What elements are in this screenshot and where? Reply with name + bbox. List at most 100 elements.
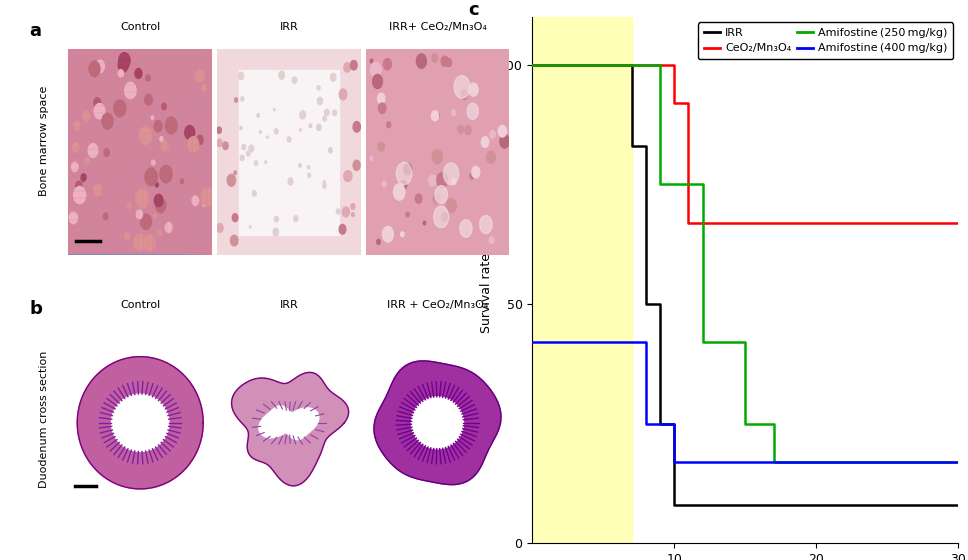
Circle shape <box>288 178 293 185</box>
Circle shape <box>253 190 257 196</box>
Circle shape <box>330 73 336 81</box>
Circle shape <box>423 221 426 225</box>
Circle shape <box>223 142 228 150</box>
Circle shape <box>443 163 459 185</box>
Circle shape <box>433 194 439 204</box>
Polygon shape <box>231 372 348 486</box>
Circle shape <box>250 226 251 228</box>
Circle shape <box>274 109 275 111</box>
Circle shape <box>94 104 105 119</box>
Circle shape <box>377 239 380 244</box>
Circle shape <box>344 171 351 181</box>
Circle shape <box>353 160 360 170</box>
Circle shape <box>134 234 145 251</box>
Circle shape <box>143 235 155 251</box>
Circle shape <box>240 127 242 130</box>
Circle shape <box>162 103 166 110</box>
Circle shape <box>154 194 163 207</box>
Bar <box>532 17 632 543</box>
Circle shape <box>481 137 489 147</box>
Circle shape <box>265 161 266 164</box>
Circle shape <box>469 172 474 179</box>
Circle shape <box>94 98 101 108</box>
Circle shape <box>378 142 384 151</box>
Circle shape <box>351 213 354 217</box>
Circle shape <box>299 164 301 167</box>
Circle shape <box>125 233 130 240</box>
Text: IRR: IRR <box>280 300 298 310</box>
Circle shape <box>458 125 464 133</box>
Circle shape <box>104 149 109 157</box>
Circle shape <box>249 145 254 152</box>
Circle shape <box>300 111 306 119</box>
Circle shape <box>255 161 257 165</box>
Circle shape <box>81 177 84 182</box>
Circle shape <box>135 68 142 78</box>
Circle shape <box>88 143 98 157</box>
Text: IRR+ CeO₂/Mn₃O₄: IRR+ CeO₂/Mn₃O₄ <box>388 22 486 32</box>
Circle shape <box>328 148 332 153</box>
Circle shape <box>465 126 471 134</box>
Circle shape <box>84 157 89 164</box>
Circle shape <box>490 130 496 138</box>
Circle shape <box>370 156 373 160</box>
Circle shape <box>151 116 154 119</box>
Circle shape <box>119 53 130 69</box>
Y-axis label: Survival rate (%): Survival rate (%) <box>480 227 493 333</box>
Circle shape <box>240 155 244 161</box>
Circle shape <box>192 196 198 206</box>
Circle shape <box>404 164 411 175</box>
Circle shape <box>152 160 155 165</box>
Circle shape <box>81 174 86 181</box>
Text: a: a <box>29 22 42 40</box>
Circle shape <box>160 165 172 183</box>
Circle shape <box>145 94 152 105</box>
Circle shape <box>469 83 478 96</box>
Circle shape <box>227 174 235 186</box>
Circle shape <box>89 61 100 77</box>
Circle shape <box>406 212 409 217</box>
Circle shape <box>202 202 206 206</box>
Circle shape <box>145 168 157 186</box>
Circle shape <box>446 58 452 67</box>
Circle shape <box>434 206 449 228</box>
Circle shape <box>454 76 470 99</box>
Circle shape <box>156 198 166 213</box>
Circle shape <box>487 151 496 163</box>
Circle shape <box>76 181 82 190</box>
Circle shape <box>323 116 326 121</box>
Circle shape <box>471 166 480 178</box>
Legend: IRR, CeO₂/Mn₃O₄, Amifostine (250 mg/kg), Amifostine (400 mg/kg): IRR, CeO₂/Mn₃O₄, Amifostine (250 mg/kg),… <box>698 22 953 59</box>
Circle shape <box>452 110 456 116</box>
Circle shape <box>127 203 131 208</box>
Circle shape <box>166 222 172 232</box>
Circle shape <box>104 213 108 220</box>
Circle shape <box>343 207 349 217</box>
Circle shape <box>160 137 164 141</box>
Circle shape <box>257 114 259 118</box>
Circle shape <box>446 199 456 213</box>
Circle shape <box>72 162 78 171</box>
Circle shape <box>201 85 206 91</box>
Text: IRR: IRR <box>280 22 298 32</box>
Circle shape <box>318 97 322 105</box>
Circle shape <box>415 194 422 203</box>
Circle shape <box>185 125 195 139</box>
Circle shape <box>70 212 77 223</box>
Circle shape <box>401 232 404 237</box>
Polygon shape <box>111 394 169 451</box>
Circle shape <box>273 228 279 236</box>
Circle shape <box>274 216 278 222</box>
Circle shape <box>323 181 325 184</box>
Circle shape <box>217 139 222 147</box>
Circle shape <box>441 213 447 221</box>
Circle shape <box>432 111 439 121</box>
Circle shape <box>136 210 142 219</box>
Circle shape <box>489 237 494 244</box>
Circle shape <box>158 230 162 236</box>
Circle shape <box>373 74 382 88</box>
Circle shape <box>396 162 411 185</box>
Circle shape <box>259 130 261 133</box>
Circle shape <box>416 54 427 68</box>
Circle shape <box>275 129 278 134</box>
